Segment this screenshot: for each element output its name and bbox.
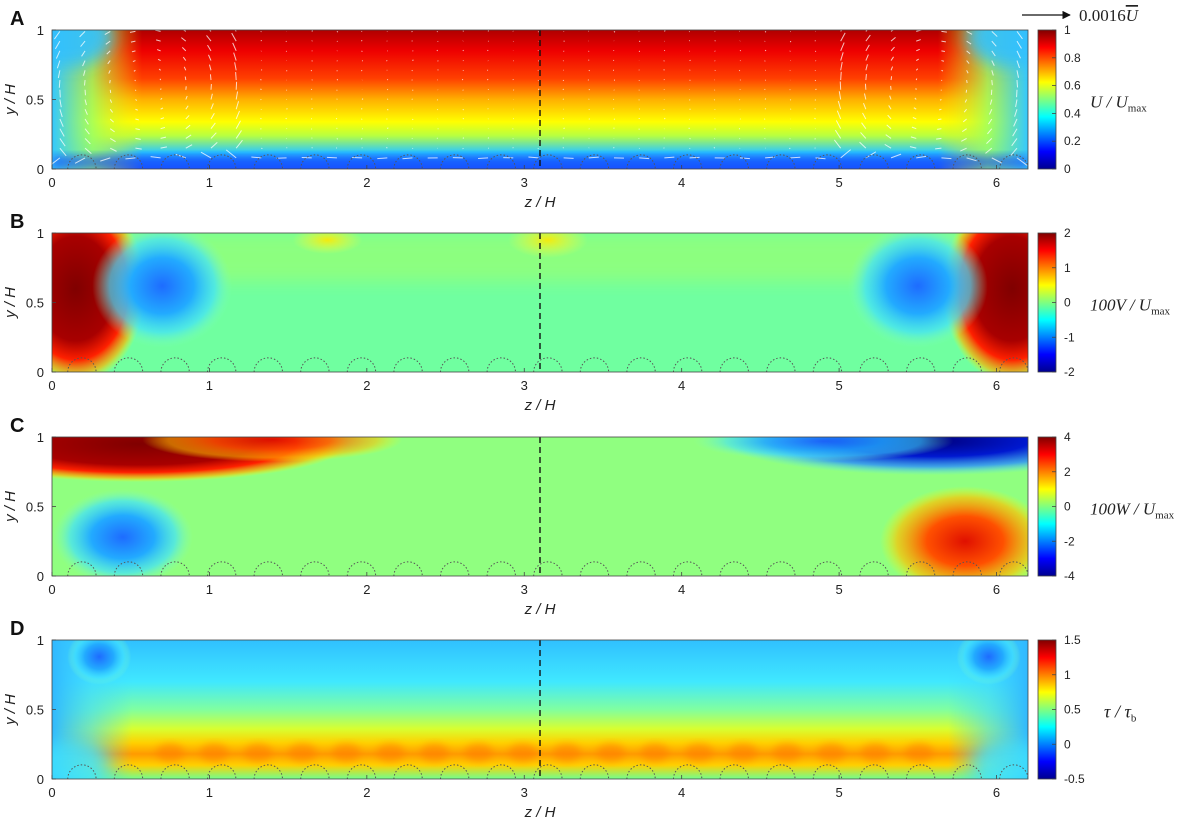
x-tick-label: 1	[206, 175, 213, 190]
y-tick-label: 1	[37, 633, 44, 648]
panel-label: C	[10, 415, 24, 437]
x-tick-label: 2	[363, 378, 370, 393]
colorbar-tick-label: 2	[1064, 226, 1071, 240]
y-tick-label: 0	[37, 772, 44, 787]
x-tick-label: 2	[363, 785, 370, 800]
colorbar-tick-label: 1.5	[1064, 633, 1081, 647]
x-axis-label: z / H	[524, 804, 556, 821]
colorbar-tick-label: 0.4	[1064, 106, 1081, 120]
y-axis-label: y / H	[2, 84, 19, 116]
colorbar-tick-label: 0	[1064, 296, 1071, 310]
colorbar-title-sub: max	[1128, 103, 1147, 115]
x-tick-label: 3	[521, 582, 528, 597]
y-tick-label: 0.5	[26, 296, 44, 311]
heatmap-field	[6, 194, 1083, 384]
y-tick-label: 0.5	[26, 500, 44, 515]
colorbar-tick-label: -0.5	[1064, 772, 1085, 786]
colorbar-title: U / Umax	[1090, 93, 1147, 115]
colorbar-tick-label: 0.5	[1064, 703, 1081, 717]
x-tick-label: 4	[678, 175, 685, 190]
x-tick-label: 0	[48, 378, 55, 393]
panel-label: D	[10, 618, 24, 640]
panel-C: 0 1 2 3 4 5 6 0 0.5 1 z / H y / H C -4 -2 0 2 4 100W / Uma…	[0, 406, 1175, 618]
y-axis-label: y / H	[2, 694, 19, 726]
x-axis-label: z / H	[524, 194, 556, 211]
colorbar-tick-label: 1	[1064, 668, 1071, 682]
x-tick-label: 5	[835, 378, 842, 393]
colorbar-title: 100V / Umax	[1090, 296, 1171, 318]
y-axis-label: y / H	[2, 491, 19, 523]
x-tick-label: 1	[206, 378, 213, 393]
y-tick-label: 0	[37, 569, 44, 584]
panel-B: 0 1 2 3 4 5 6 0 0.5 1 z / H y / H B -2 -1 0 1 2 100V / Uma…	[2, 194, 1171, 414]
colorbar-tick-label: 1	[1064, 261, 1071, 275]
vector-scale-value: 0.0016	[1079, 6, 1126, 25]
vector-scale-label: 0.0016U	[1079, 6, 1140, 25]
colorbar-tick-label: 1	[1064, 23, 1071, 37]
y-tick-label: 0	[37, 162, 44, 177]
x-axis-label: z / H	[524, 397, 556, 414]
x-tick-label: 4	[678, 378, 685, 393]
x-tick-label: 3	[521, 785, 528, 800]
colorbar-tick-label: -2	[1064, 365, 1075, 379]
y-tick-label: 0	[37, 365, 44, 380]
x-tick-label: 0	[48, 175, 55, 190]
colorbar	[1038, 30, 1056, 169]
colorbar-title: 100W / Umax	[1090, 500, 1175, 522]
x-tick-label: 3	[521, 175, 528, 190]
panel-label: B	[10, 211, 24, 233]
colorbar-tick-label: 0	[1064, 162, 1071, 176]
colorbar-title-main: τ / τ	[1104, 702, 1131, 722]
colorbar-tick-label: 0	[1064, 500, 1071, 514]
panel-A: 0 1 2 3 4 5 6 0 0.5 1 z / H y / H A 0 0.2 0.4 0.6 0.8 1 U /…	[2, 6, 1147, 211]
heatmap-field	[0, 406, 1144, 596]
x-tick-label: 2	[363, 582, 370, 597]
x-tick-label: 6	[993, 785, 1000, 800]
x-axis-label: z / H	[524, 601, 556, 618]
colorbar-title-main: 100W / U	[1090, 500, 1157, 519]
x-tick-label: 5	[835, 582, 842, 597]
x-tick-label: 0	[48, 785, 55, 800]
x-tick-label: 5	[835, 785, 842, 800]
colorbar-tick-label: 0.6	[1064, 79, 1081, 93]
x-tick-label: 1	[206, 582, 213, 597]
y-tick-label: 1	[37, 430, 44, 445]
colorbar-tick-label: -4	[1064, 569, 1075, 583]
x-tick-label: 2	[363, 175, 370, 190]
colorbar-tick-label: 4	[1064, 430, 1071, 444]
colorbar-tick-label: -2	[1064, 534, 1075, 548]
x-tick-label: 6	[993, 175, 1000, 190]
colorbar-title-sub: max	[1155, 510, 1174, 522]
x-tick-label: 3	[521, 378, 528, 393]
colorbar-title-sub: b	[1131, 713, 1137, 725]
x-tick-label: 6	[993, 582, 1000, 597]
colorbar-title-sub: max	[1151, 306, 1170, 318]
colorbar-tick-label: 0.2	[1064, 134, 1081, 148]
colorbar-tick-label: 0.8	[1064, 51, 1081, 65]
y-tick-label: 1	[37, 226, 44, 241]
x-tick-label: 5	[835, 175, 842, 190]
colorbar-tick-label: -1	[1064, 330, 1075, 344]
y-tick-label: 0.5	[26, 93, 44, 108]
panel-D: 0 1 2 3 4 5 6 0 0.5 1 z / H y / H D -0.5 0 0.5 1 1.5 τ / τ…	[2, 618, 1137, 821]
x-tick-label: 4	[678, 785, 685, 800]
y-tick-label: 1	[37, 23, 44, 38]
x-tick-label: 0	[48, 582, 55, 597]
colorbar-tick-label: 0	[1064, 737, 1071, 751]
vector-scale-symbol: U	[1126, 6, 1140, 25]
x-tick-label: 4	[678, 582, 685, 597]
x-tick-label: 1	[206, 785, 213, 800]
colorbar-title-main: U / U	[1090, 93, 1130, 112]
y-axis-label: y / H	[2, 287, 19, 319]
y-tick-label: 0.5	[26, 703, 44, 718]
colorbar-tick-label: 2	[1064, 465, 1071, 479]
colorbar-title-main: 100V / U	[1090, 296, 1153, 315]
x-tick-label: 6	[993, 378, 1000, 393]
colorbar-title: τ / τb	[1104, 702, 1137, 725]
panel-label: A	[10, 8, 24, 30]
